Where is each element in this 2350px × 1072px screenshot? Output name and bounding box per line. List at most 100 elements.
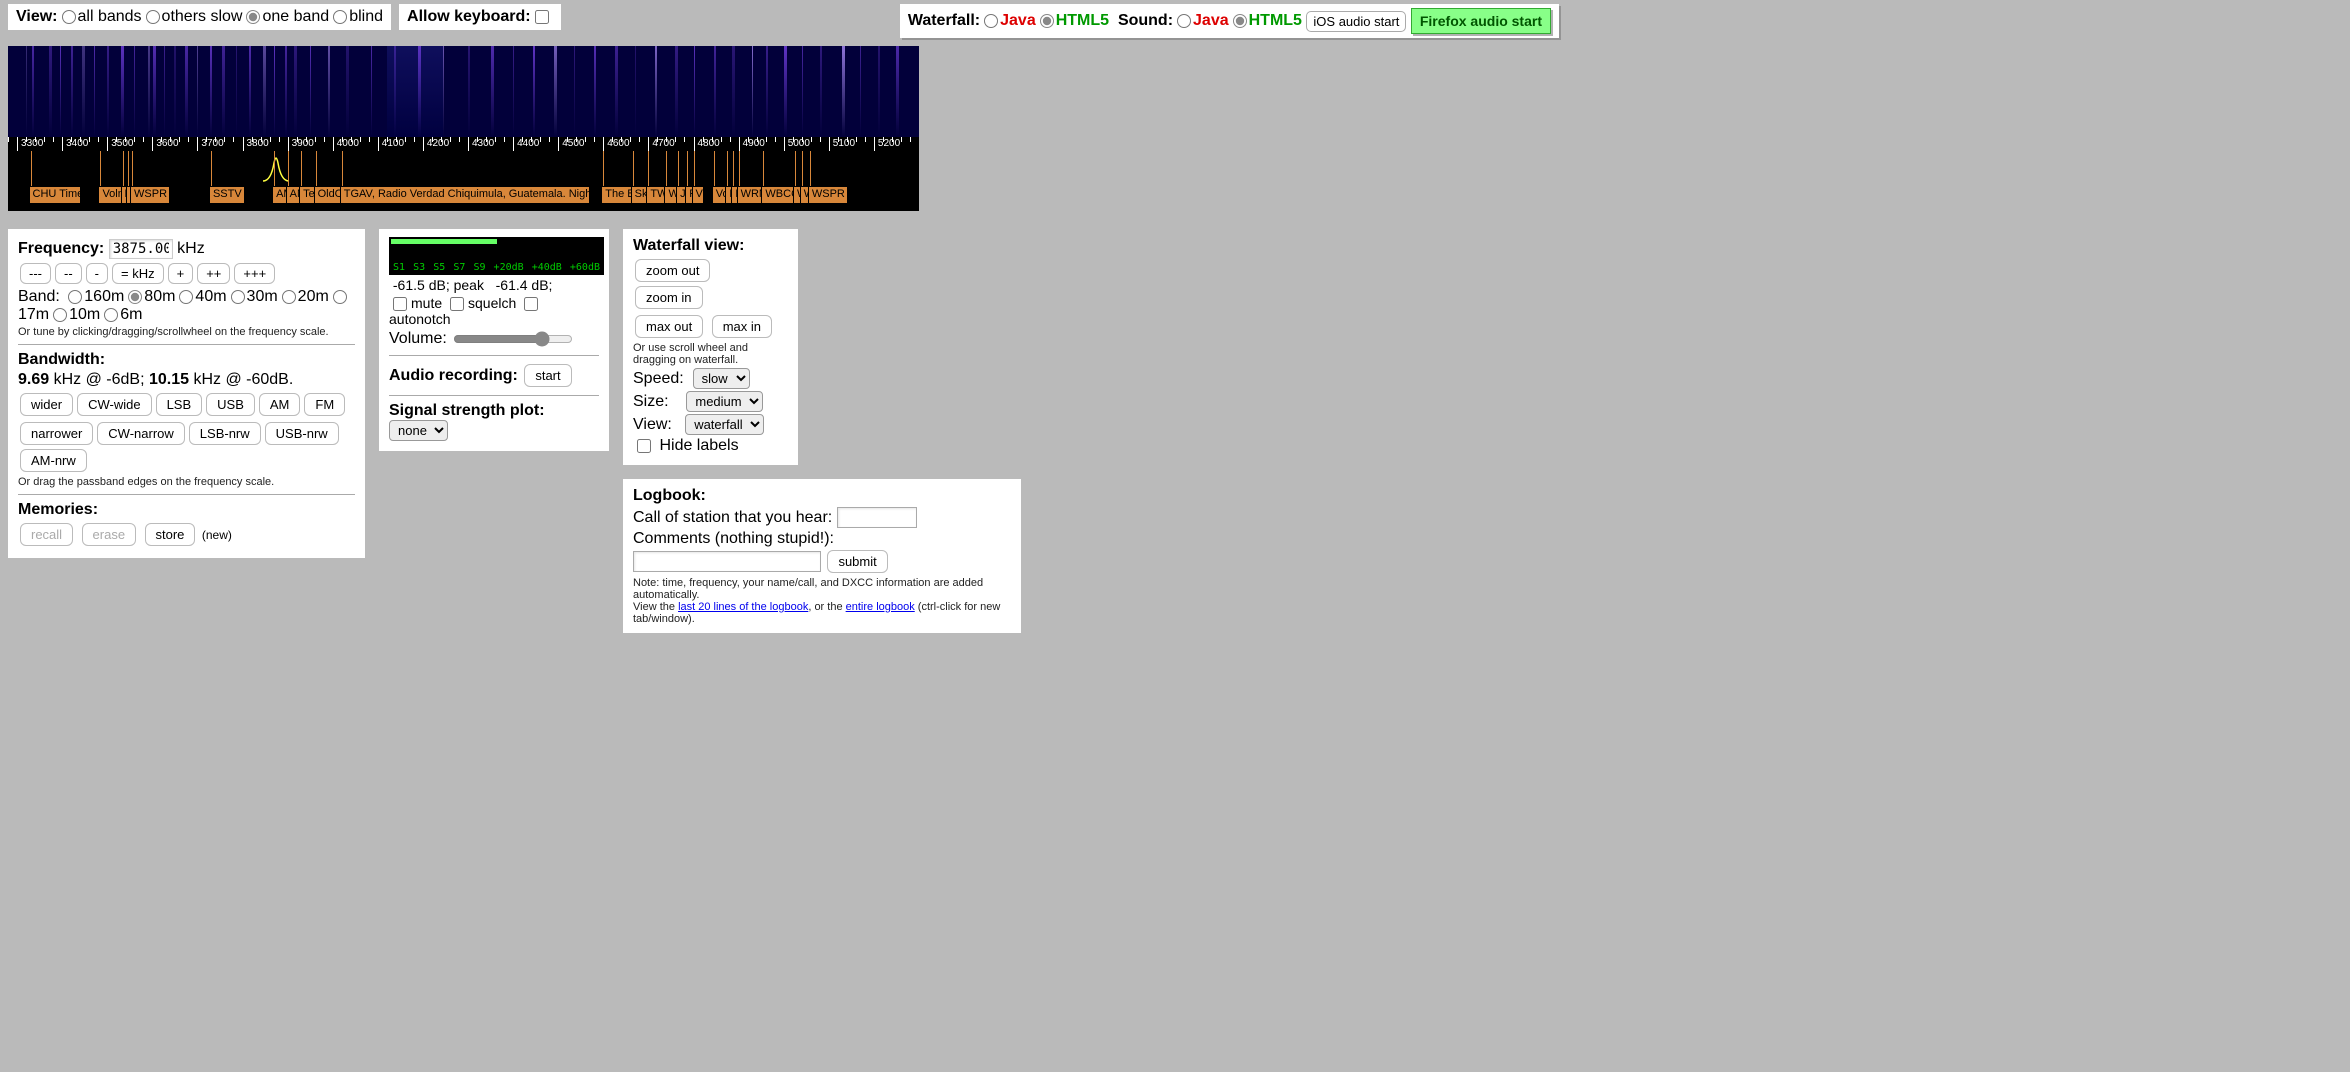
sound-java-radio[interactable] — [1177, 14, 1191, 28]
band-radio-10m[interactable] — [53, 308, 67, 322]
band-label-opt: 10m — [69, 306, 100, 323]
recall-button[interactable]: recall — [20, 523, 73, 546]
volume-label: Volume: — [389, 331, 447, 348]
station-label[interactable]: WSPR — [130, 186, 170, 204]
rec-start-button[interactable]: start — [524, 364, 571, 387]
zoomin-button[interactable]: zoom in — [635, 286, 703, 309]
station-label[interactable]: SSTV — [209, 186, 245, 204]
bw-60db-txt: kHz @ -60dB. — [189, 371, 293, 388]
squelch-label: squelch — [468, 295, 516, 311]
autonotch-checkbox[interactable] — [524, 297, 538, 311]
wf-sound-panel: Waterfall: Java HTML5 Sound: Java HTML5 … — [900, 4, 1559, 38]
view-option-label: one band — [262, 8, 329, 25]
view-select[interactable]: waterfall — [685, 414, 764, 435]
zoomout-button[interactable]: zoom out — [635, 259, 710, 282]
station-labels[interactable]: CHU TimeVolmeHIWSPRSSTVAMAMTenOldCodTGAV… — [8, 151, 919, 211]
html5-label-1: HTML5 — [1056, 12, 1109, 30]
view-radio-blind[interactable] — [333, 10, 347, 24]
bw-button-am[interactable]: AM — [259, 393, 301, 416]
waterfall-html5-radio[interactable] — [1040, 14, 1054, 28]
freq-unit: kHz — [177, 240, 205, 257]
sound-html5-radio[interactable] — [1233, 14, 1247, 28]
bw-button-cw-narrow[interactable]: CW-narrow — [97, 422, 185, 445]
bw-presets-2: narrowerCW-narrowLSB-nrwUSB-nrw AM-nrw — [18, 420, 355, 474]
frequency-ruler[interactable]: 3300340035003600370038003900400041004200… — [8, 137, 919, 151]
step-button[interactable]: + — [168, 263, 194, 284]
volume-slider[interactable] — [453, 331, 573, 347]
bw-note: Or drag the passband edges on the freque… — [18, 476, 355, 488]
comment-input[interactable] — [633, 551, 821, 572]
maxin-button[interactable]: max in — [712, 315, 772, 338]
squelch-checkbox[interactable] — [450, 297, 464, 311]
view-radio-others-slow[interactable] — [146, 10, 160, 24]
bw-button-am-nrw[interactable]: AM-nrw — [20, 449, 87, 472]
comment-label: Comments (nothing stupid!): — [633, 530, 834, 547]
allow-kb-checkbox[interactable] — [535, 10, 549, 24]
last20-link[interactable]: last 20 lines of the logbook — [678, 601, 808, 613]
band-radio-160m[interactable] — [68, 290, 82, 304]
view-radio-one-band[interactable] — [246, 10, 260, 24]
bw-button-narrower[interactable]: narrower — [20, 422, 93, 445]
band-radio-40m[interactable] — [179, 290, 193, 304]
wfview-card: Waterfall view: zoom out zoom in max out… — [623, 229, 798, 465]
store-button[interactable]: store — [145, 523, 196, 546]
band-radio-80m[interactable] — [128, 290, 142, 304]
bw-button-cw-wide[interactable]: CW-wide — [77, 393, 152, 416]
station-label[interactable]: Vi — [692, 186, 704, 204]
mute-label: mute — [411, 295, 442, 311]
size-label: Size: — [633, 393, 669, 410]
java-label-2: Java — [1193, 12, 1229, 30]
step-button[interactable]: = kHz — [112, 263, 164, 284]
speed-select[interactable]: slow — [693, 368, 750, 389]
band-label-opt: 40m — [195, 288, 226, 305]
bw-button-wider[interactable]: wider — [20, 393, 73, 416]
band-radio-17m[interactable] — [333, 290, 347, 304]
log-label: Logbook: — [633, 487, 1011, 505]
ios-audio-button[interactable]: iOS audio start — [1306, 11, 1406, 32]
size-select[interactable]: medium — [686, 391, 763, 412]
view-radio-all-bands[interactable] — [62, 10, 76, 24]
entire-log-link[interactable]: entire logbook — [846, 601, 915, 613]
step-button[interactable]: --- — [20, 263, 51, 284]
bw-button-lsb-nrw[interactable]: LSB-nrw — [189, 422, 261, 445]
call-input[interactable] — [837, 507, 917, 528]
station-label[interactable]: WSPR — [808, 186, 848, 204]
band-radio-30m[interactable] — [231, 290, 245, 304]
wfview-label: Waterfall view: — [633, 237, 788, 255]
mute-checkbox[interactable] — [393, 297, 407, 311]
rec-label: Audio recording: — [389, 367, 518, 384]
bw-button-usb-nrw[interactable]: USB-nrw — [265, 422, 339, 445]
bw-6db-txt: kHz @ -6dB; — [49, 371, 149, 388]
hide-labels-checkbox[interactable] — [637, 439, 651, 453]
band-radio-6m[interactable] — [104, 308, 118, 322]
right-column: Waterfall view: zoom out zoom in max out… — [623, 229, 1021, 633]
erase-button[interactable]: erase — [82, 523, 137, 546]
step-button[interactable]: -- — [55, 263, 82, 284]
wfview-view-label: View: — [633, 416, 672, 433]
waterfall-spectrum[interactable] — [8, 46, 919, 137]
station-label[interactable]: CHU Time — [29, 186, 81, 204]
step-button[interactable]: ++ — [197, 263, 230, 284]
call-label: Call of station that you hear: — [633, 509, 832, 526]
step-button[interactable]: +++ — [234, 263, 275, 284]
smeter-tick: S7 — [453, 262, 465, 273]
maxout-button[interactable]: max out — [635, 315, 703, 338]
step-button[interactable]: - — [86, 263, 108, 284]
db-peak: -61.4 dB; — [496, 277, 553, 293]
mem-label: Memories: — [18, 501, 355, 519]
plot-select[interactable]: none — [389, 420, 448, 441]
frequency-input[interactable] — [109, 239, 173, 259]
view-option-label: blind — [349, 8, 383, 25]
band-radio-20m[interactable] — [282, 290, 296, 304]
firefox-audio-button[interactable]: Firefox audio start — [1411, 8, 1551, 34]
waterfall-java-radio[interactable] — [984, 14, 998, 28]
bw-button-fm[interactable]: FM — [304, 393, 345, 416]
submit-button[interactable]: submit — [827, 550, 887, 573]
smeter-tick: +20dB — [494, 262, 524, 273]
smeter-tick: S5 — [433, 262, 445, 273]
bw-button-usb[interactable]: USB — [206, 393, 255, 416]
bw-button-lsb[interactable]: LSB — [156, 393, 203, 416]
bw-60db: 10.15 — [149, 371, 189, 388]
station-label[interactable]: TGAV, Radio Verdad Chiquimula, Guatemala… — [340, 186, 590, 204]
step-buttons: ------= kHz++++++ — [18, 261, 355, 286]
